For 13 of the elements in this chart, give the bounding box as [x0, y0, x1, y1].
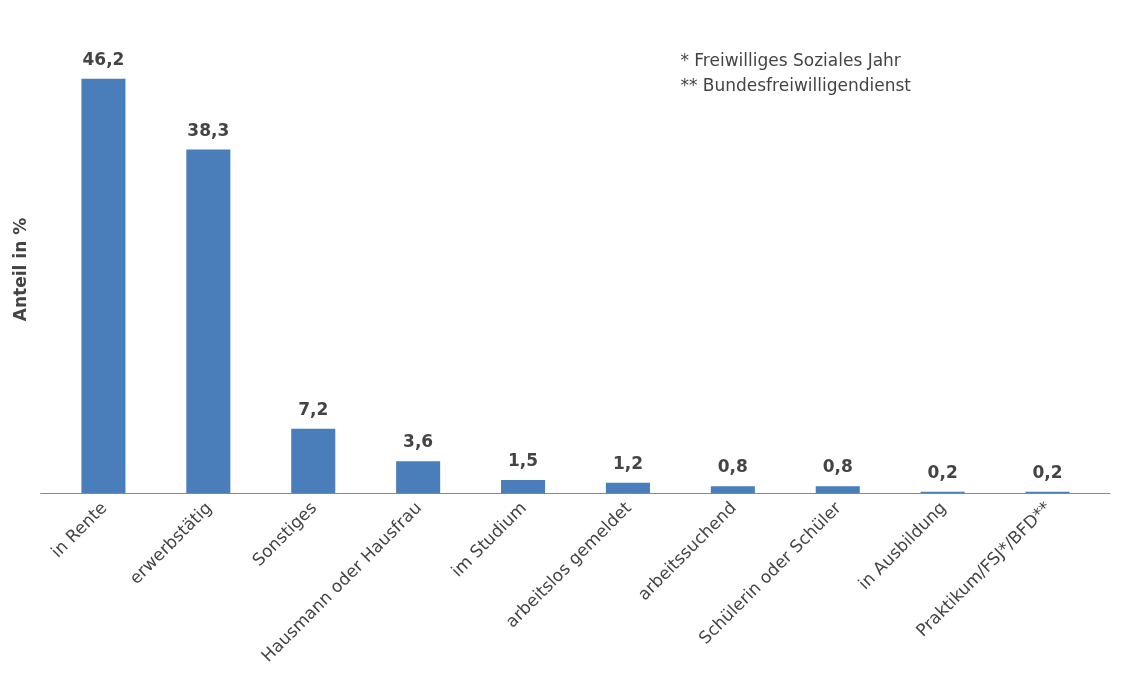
text: * Freiwilliges Soziales Jahr [680, 50, 901, 71]
data-label: 1,5 [507, 450, 539, 471]
data-label: 0,8 [822, 456, 853, 477]
data-label: 46,2 [82, 48, 125, 69]
annotation: ** Bundesfreiwilligendienst [680, 75, 912, 96]
data-label: 1,2 [612, 452, 644, 473]
data-label: 0,8 [717, 456, 748, 477]
data-label: 38,3 [187, 119, 230, 140]
y-axis-title: Anteil in % [9, 217, 30, 322]
data-label: 0,2 [1032, 461, 1063, 482]
data-label: 3,6 [403, 431, 434, 452]
data-label: 7,2 [298, 398, 329, 419]
data-label: 0,2 [927, 461, 958, 482]
